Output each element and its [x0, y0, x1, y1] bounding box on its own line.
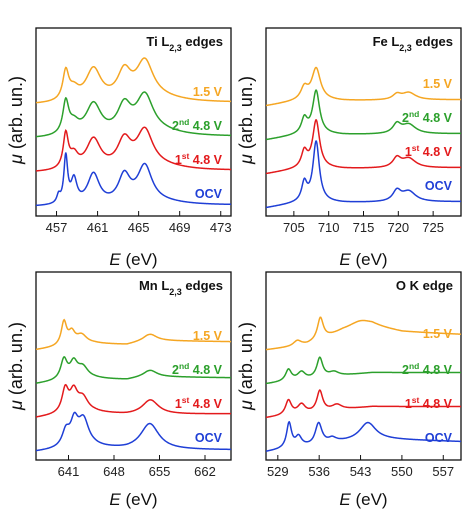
- series-label: 1st 4.8 V: [405, 143, 453, 159]
- series-label: 2nd 4.8 V: [402, 109, 453, 125]
- series-label: 1st 4.8 V: [175, 395, 223, 411]
- x-tick-label: 536: [308, 464, 330, 479]
- x-axis-label: E (eV): [109, 490, 157, 509]
- x-tick-label: 641: [58, 464, 80, 479]
- series-line-4: [36, 152, 231, 207]
- series-line-2: [266, 356, 461, 385]
- series-line-4: [36, 411, 231, 452]
- series-label: 1st 4.8 V: [405, 395, 453, 411]
- plot-frame: [35, 27, 232, 217]
- x-tick-label: 648: [103, 464, 125, 479]
- series-line-2: [266, 89, 461, 141]
- x-tick-label: 550: [391, 464, 413, 479]
- series-label: 1.5 V: [193, 85, 223, 99]
- x-tick-label: 705: [283, 220, 305, 235]
- x-ticks: 705 710 715 720 725: [283, 211, 444, 235]
- series-line-4: [266, 140, 461, 209]
- plot-frame: [265, 271, 462, 461]
- series-line-3: [36, 383, 231, 418]
- y-axis-label: μ (arb. un.): [6, 322, 26, 411]
- series-label: 2nd 4.8 V: [172, 361, 223, 377]
- chart-title: O K edge: [396, 278, 453, 293]
- x-tick-label: 557: [432, 464, 454, 479]
- x-ticks: 529 536 543 550 557: [267, 455, 454, 479]
- series-label: 2nd 4.8 V: [172, 117, 223, 133]
- series-group: [36, 318, 231, 452]
- series-line-3: [266, 389, 461, 419]
- chart-panel-4: 1.5 V 2nd 4.8 V 1st 4.8 V OCV 529 536 543 550 55…: [236, 271, 462, 509]
- series-label: OCV: [195, 187, 223, 201]
- series-label: 1.5 V: [193, 329, 223, 343]
- x-tick-label: 720: [387, 220, 409, 235]
- chart-panel-1: 1.5 V 2nd 4.8 V 1st 4.8 V OCV 457 461 465 469 47…: [6, 27, 232, 269]
- y-axis-label: μ (arb. un.): [236, 322, 256, 411]
- series-label: 1st 4.8 V: [175, 151, 223, 167]
- chart-panel-3: 1.5 V 2nd 4.8 V 1st 4.8 V OCV 641 648 655 662 Mn…: [6, 271, 232, 509]
- x-tick-label: 725: [422, 220, 444, 235]
- x-tick-label: 473: [210, 220, 232, 235]
- chart-title: Fe L2,3 edges: [373, 34, 453, 53]
- series-label: 1.5 V: [423, 77, 453, 91]
- series-label: OCV: [195, 431, 223, 445]
- series-line-1: [266, 66, 461, 107]
- series-label: 1.5 V: [423, 327, 453, 341]
- x-tick-label: 655: [149, 464, 171, 479]
- series-label: OCV: [425, 431, 453, 445]
- chart-panel-2: 1.5 V 2nd 4.8 V 1st 4.8 V OCV 705 710 715 720 72…: [236, 27, 462, 269]
- series-line-4: [266, 420, 461, 452]
- series-line-2: [36, 91, 231, 138]
- x-tick-label: 461: [87, 220, 109, 235]
- series-label: OCV: [425, 179, 453, 193]
- x-tick-label: 457: [46, 220, 68, 235]
- series-group: [266, 316, 461, 452]
- x-tick-label: 465: [128, 220, 150, 235]
- x-ticks: 641 648 655 662: [58, 455, 216, 479]
- series-label: 2nd 4.8 V: [402, 361, 453, 377]
- x-tick-label: 710: [318, 220, 340, 235]
- x-tick-label: 662: [194, 464, 216, 479]
- series-line-1: [36, 318, 231, 351]
- plot-frame: [35, 271, 232, 461]
- series-line-3: [266, 119, 461, 175]
- x-tick-label: 469: [169, 220, 191, 235]
- x-tick-label: 715: [353, 220, 375, 235]
- x-ticks: 457 461 465 469 473: [46, 211, 232, 235]
- series-group: [266, 66, 461, 209]
- chart-title: Mn L2,3 edges: [139, 278, 223, 297]
- x-axis-label: E (eV): [339, 250, 387, 269]
- series-line-1: [266, 316, 461, 351]
- x-tick-label: 529: [267, 464, 289, 479]
- series-line-3: [36, 126, 231, 172]
- x-tick-label: 543: [350, 464, 372, 479]
- y-axis-label: μ (arb. un.): [6, 76, 26, 165]
- series-line-2: [36, 355, 231, 384]
- x-axis-label: E (eV): [339, 490, 387, 509]
- series-group: [36, 57, 231, 207]
- chart-title: Ti L2,3 edges: [146, 34, 223, 53]
- series-line-1: [36, 57, 231, 104]
- x-axis-label: E (eV): [109, 250, 157, 269]
- y-axis-label: μ (arb. un.): [236, 76, 256, 165]
